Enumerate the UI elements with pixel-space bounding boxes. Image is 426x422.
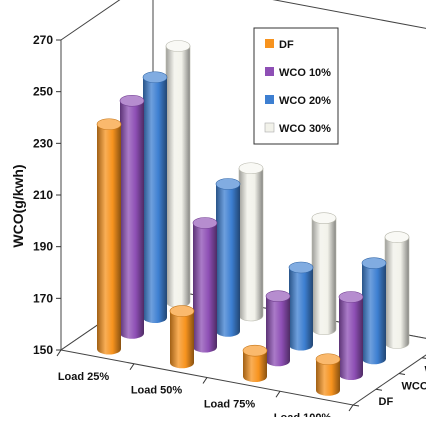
- bar-top: [316, 354, 340, 365]
- x-tick: [203, 378, 207, 384]
- bar: [216, 179, 240, 337]
- z-tick: [353, 405, 359, 406]
- bar-body: [120, 101, 144, 339]
- y-tick-label: 210: [33, 188, 53, 202]
- bar-body: [170, 311, 194, 368]
- x-tick-label: Load 25%: [58, 371, 110, 383]
- bar: [316, 354, 340, 396]
- bar-body: [266, 296, 290, 366]
- bar-top: [385, 232, 409, 243]
- bar-top: [166, 41, 190, 52]
- bar-top: [97, 119, 121, 130]
- bar: [312, 213, 336, 335]
- y-axis: 150 170 190 210 230 250 270: [33, 33, 61, 357]
- bar-body: [385, 237, 409, 348]
- legend: DF WCO 10% WCO 20% WCO 30%: [254, 28, 338, 144]
- z-tick-label: WCO 10%: [402, 380, 426, 392]
- bar: [266, 291, 290, 367]
- legend-label: WCO 20%: [279, 95, 331, 107]
- y-tick-label: 170: [33, 291, 53, 305]
- bar-top: [312, 213, 336, 224]
- bar-top: [339, 292, 363, 303]
- x-tick: [130, 364, 134, 370]
- x-tick: [349, 405, 353, 411]
- z-tick-label: DF: [379, 396, 394, 408]
- z-tick: [422, 358, 426, 359]
- bar-body: [216, 184, 240, 337]
- bar: [385, 232, 409, 349]
- bar-top: [243, 345, 267, 356]
- bar-top: [289, 262, 313, 273]
- legend-label: WCO 30%: [279, 123, 331, 135]
- bar-body: [143, 77, 167, 323]
- y-tick-label: 230: [33, 136, 53, 150]
- legend-swatch: [265, 67, 274, 76]
- bar-body: [289, 268, 313, 351]
- bar-body: [193, 223, 217, 353]
- x-tick-label: Load 50%: [131, 385, 183, 397]
- z-tick: [399, 374, 405, 375]
- bar: [97, 119, 121, 355]
- y-tick-label: 250: [33, 85, 53, 99]
- bar: [143, 72, 167, 323]
- bar-top: [239, 163, 263, 174]
- bar: [193, 218, 217, 353]
- bar-body: [312, 218, 336, 335]
- y-tick-label: 270: [33, 33, 53, 47]
- bar: [289, 262, 313, 351]
- y-tick-label: 150: [33, 343, 53, 357]
- legend-swatch: [265, 95, 274, 104]
- y-tick-label: 190: [33, 240, 53, 254]
- bar: [243, 345, 267, 382]
- bar: [339, 292, 363, 381]
- x-tick-label: Load 100%: [274, 412, 332, 417]
- bar-body: [97, 124, 121, 354]
- legend-label: WCO 10%: [279, 67, 331, 79]
- x-tick: [57, 350, 61, 356]
- bar: [170, 306, 194, 369]
- y-axis-label: WCO(g/kwh): [10, 164, 26, 247]
- legend-label: DF: [279, 39, 294, 51]
- bar: [120, 95, 144, 339]
- z-tick: [376, 389, 382, 390]
- legend-swatch: [265, 123, 274, 132]
- x-tick: [276, 391, 280, 397]
- bar-top: [266, 291, 290, 302]
- bar-body: [339, 297, 363, 380]
- bar: [166, 41, 190, 308]
- bar-top: [362, 258, 386, 269]
- bar-top: [143, 72, 167, 83]
- bar-body: [362, 263, 386, 364]
- bar-body: [239, 168, 263, 321]
- bar-top: [216, 179, 240, 190]
- bar: [362, 258, 386, 365]
- bar-top: [120, 95, 144, 106]
- x-tick-label: Load 75%: [204, 398, 256, 410]
- legend-swatch: [265, 39, 274, 48]
- bar-body: [166, 46, 190, 307]
- bar-top: [170, 306, 194, 317]
- bar-top: [193, 218, 217, 229]
- bar: [239, 163, 263, 321]
